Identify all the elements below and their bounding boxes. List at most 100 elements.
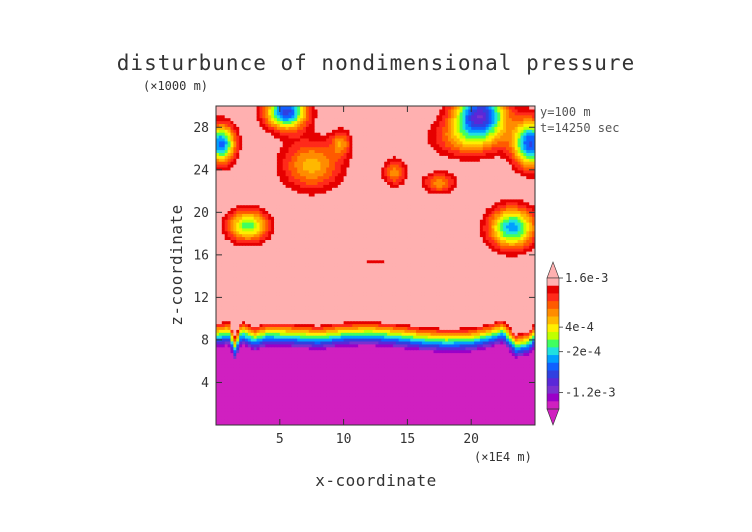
contour-cell <box>253 358 258 362</box>
contour-cell <box>337 320 342 325</box>
contour-cell <box>265 323 269 327</box>
contour-cell <box>218 335 223 339</box>
contour-cell <box>442 384 446 388</box>
contour-cell <box>375 398 379 403</box>
contour-cell <box>250 329 255 333</box>
contour-cell <box>224 329 229 333</box>
contour-cell <box>332 343 336 348</box>
contour-cell <box>442 413 446 417</box>
contour-cell <box>448 378 452 383</box>
contour-cell <box>224 309 229 313</box>
contour-cell <box>491 422 495 425</box>
contour-cell <box>387 387 391 391</box>
contour-cell <box>236 320 240 325</box>
contour-cell <box>372 346 377 351</box>
contour-cell <box>523 317 527 322</box>
contour-cell <box>445 372 449 377</box>
contour-cell <box>218 343 223 348</box>
contour-cell <box>332 320 336 325</box>
contour-cell <box>366 413 371 417</box>
contour-cell <box>242 329 246 333</box>
contour-cell <box>497 390 501 394</box>
contour-cell <box>352 323 356 327</box>
contour-cell <box>227 390 232 394</box>
contour-cell <box>355 367 359 371</box>
contour-cell <box>401 349 406 354</box>
contour-cell <box>343 329 348 333</box>
contour-cell <box>433 326 437 330</box>
contour-cell <box>282 317 287 322</box>
contour-cell <box>381 404 385 409</box>
contour-cell <box>297 320 301 325</box>
contour-cell <box>378 294 382 298</box>
contour-cell <box>276 297 281 301</box>
contour-cell <box>326 309 330 313</box>
contour-cell <box>323 326 327 330</box>
contour-cell <box>288 340 292 345</box>
contour-cell <box>349 323 353 327</box>
contour-cell <box>520 332 524 336</box>
contour-cell <box>453 407 458 412</box>
contour-cell <box>372 332 377 336</box>
contour-cell <box>236 404 240 409</box>
contour-cell <box>456 372 461 377</box>
contour-cell <box>465 364 469 368</box>
contour-cell <box>334 317 339 322</box>
contour-cell <box>230 407 234 412</box>
contour-cell <box>439 398 443 403</box>
contour-cell <box>526 340 530 345</box>
contour-cell <box>274 346 278 351</box>
contour-cell <box>503 364 507 368</box>
contour-cell <box>511 355 516 359</box>
contour-cell <box>218 314 223 319</box>
contour-cell <box>433 323 437 327</box>
contour-cell <box>242 369 246 374</box>
contour-cell <box>259 329 263 333</box>
contour-cell <box>448 398 452 403</box>
contour-cell <box>387 352 391 356</box>
contour-cell <box>462 343 466 348</box>
contour-cell <box>450 398 455 403</box>
contour-cell <box>253 343 258 348</box>
contour-cell <box>300 329 304 333</box>
contour-cell <box>442 416 446 420</box>
contour-cell <box>303 329 307 333</box>
contour-cell <box>448 320 452 325</box>
contour-cell <box>520 396 524 400</box>
contour-cell <box>421 297 426 301</box>
contour-cell <box>337 372 342 377</box>
contour-cell <box>485 311 490 316</box>
contour-cell <box>250 358 255 362</box>
contour-cell <box>410 393 414 397</box>
contour-cell <box>398 369 403 374</box>
contour-cell <box>453 338 458 342</box>
contour-cell <box>529 410 533 414</box>
contour-cell <box>262 361 266 365</box>
contour-cell <box>404 329 408 333</box>
contour-cell <box>326 367 330 371</box>
contour-cell <box>245 361 249 365</box>
contour-cell <box>218 303 223 307</box>
contour-cell <box>259 419 263 423</box>
contour-cell <box>340 352 345 356</box>
contour-cell <box>291 323 295 327</box>
contour-cell <box>239 338 243 342</box>
contour-cell <box>372 401 377 406</box>
contour-cell <box>442 309 446 313</box>
contour-cell <box>239 416 243 420</box>
contour-cell <box>282 335 287 339</box>
contour-cell <box>355 387 359 391</box>
contour-cell <box>242 338 246 342</box>
contour-cell <box>508 375 513 380</box>
contour-cell <box>485 314 490 319</box>
contour-cell <box>361 335 365 339</box>
contour-cell <box>459 401 464 406</box>
contour-cell <box>384 384 388 388</box>
contour-cell <box>279 300 284 304</box>
contour-cell <box>508 404 513 409</box>
contour-cell <box>288 303 292 307</box>
contour-cell <box>317 306 321 310</box>
contour-cell <box>317 422 321 425</box>
contour-cell <box>366 393 371 397</box>
contour-cell <box>424 416 429 420</box>
